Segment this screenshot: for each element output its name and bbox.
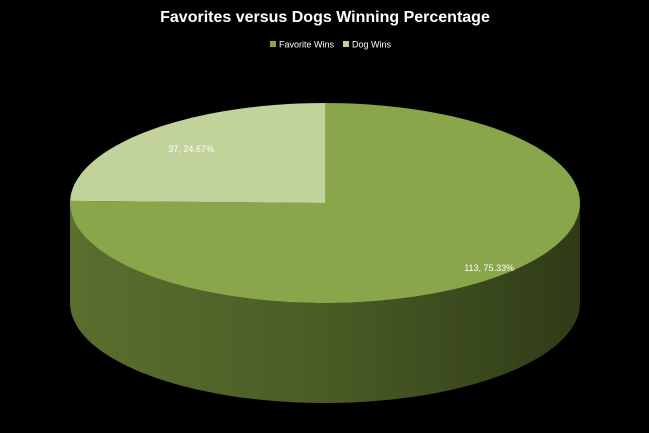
legend-label: Favorite Wins	[279, 39, 335, 49]
legend-swatch	[343, 41, 349, 47]
data-label: 37, 24.67%	[168, 144, 214, 154]
legend-swatch	[270, 41, 276, 47]
pie: 113, 75.33% 37, 24.67%	[70, 103, 580, 403]
slice	[70, 103, 325, 203]
chart-title: Favorites versus Dogs Winning Percentage	[160, 9, 490, 26]
legend: Favorite Wins Dog Wins	[270, 39, 392, 49]
legend-label: Dog Wins	[352, 39, 392, 49]
data-label: 113, 75.33%	[464, 263, 514, 273]
